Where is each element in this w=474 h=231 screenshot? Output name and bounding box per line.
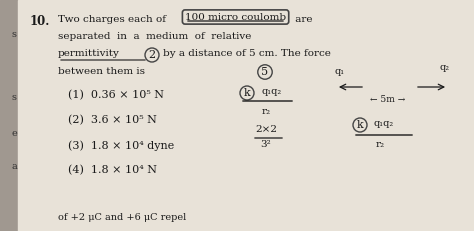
Text: (4)  1.8 × 10⁴ N: (4) 1.8 × 10⁴ N bbox=[68, 165, 157, 175]
Text: are: are bbox=[292, 15, 312, 24]
Text: (3)  1.8 × 10⁴ dyne: (3) 1.8 × 10⁴ dyne bbox=[68, 140, 174, 151]
Text: q₁: q₁ bbox=[335, 67, 345, 76]
Text: 5: 5 bbox=[262, 67, 269, 77]
Text: r₂: r₂ bbox=[376, 140, 385, 149]
Text: e: e bbox=[11, 130, 17, 138]
Text: ← 5m →: ← 5m → bbox=[370, 95, 406, 104]
Text: k: k bbox=[356, 120, 364, 130]
Text: 2×2: 2×2 bbox=[255, 125, 277, 134]
Text: 10.: 10. bbox=[30, 15, 50, 28]
Text: (2)  3.6 × 10⁵ N: (2) 3.6 × 10⁵ N bbox=[68, 115, 157, 125]
Text: (1)  0.36 × 10⁵ N: (1) 0.36 × 10⁵ N bbox=[68, 90, 164, 100]
Text: k: k bbox=[244, 88, 250, 98]
Text: between them is: between them is bbox=[58, 67, 145, 76]
Text: by a distance of 5 cm. The force: by a distance of 5 cm. The force bbox=[163, 49, 331, 58]
Text: s: s bbox=[11, 30, 17, 39]
Text: q₁q₂: q₁q₂ bbox=[374, 119, 394, 128]
Text: 100 micro coulomb: 100 micro coulomb bbox=[185, 12, 286, 21]
Text: permittivity: permittivity bbox=[58, 49, 120, 58]
Text: of +2 μC and +6 μC repel: of +2 μC and +6 μC repel bbox=[58, 213, 186, 222]
Text: a: a bbox=[11, 162, 17, 171]
Text: r₂: r₂ bbox=[262, 107, 271, 116]
Text: Two charges each of: Two charges each of bbox=[58, 15, 169, 24]
Bar bbox=[0, 0, 18, 231]
Text: separated  in  a  medium  of  relative: separated in a medium of relative bbox=[58, 32, 251, 41]
Text: s: s bbox=[11, 93, 17, 101]
Text: 2: 2 bbox=[148, 50, 155, 60]
Text: q₂: q₂ bbox=[440, 64, 450, 73]
Text: 3²: 3² bbox=[260, 140, 271, 149]
Text: q₁q₂: q₁q₂ bbox=[262, 86, 282, 95]
